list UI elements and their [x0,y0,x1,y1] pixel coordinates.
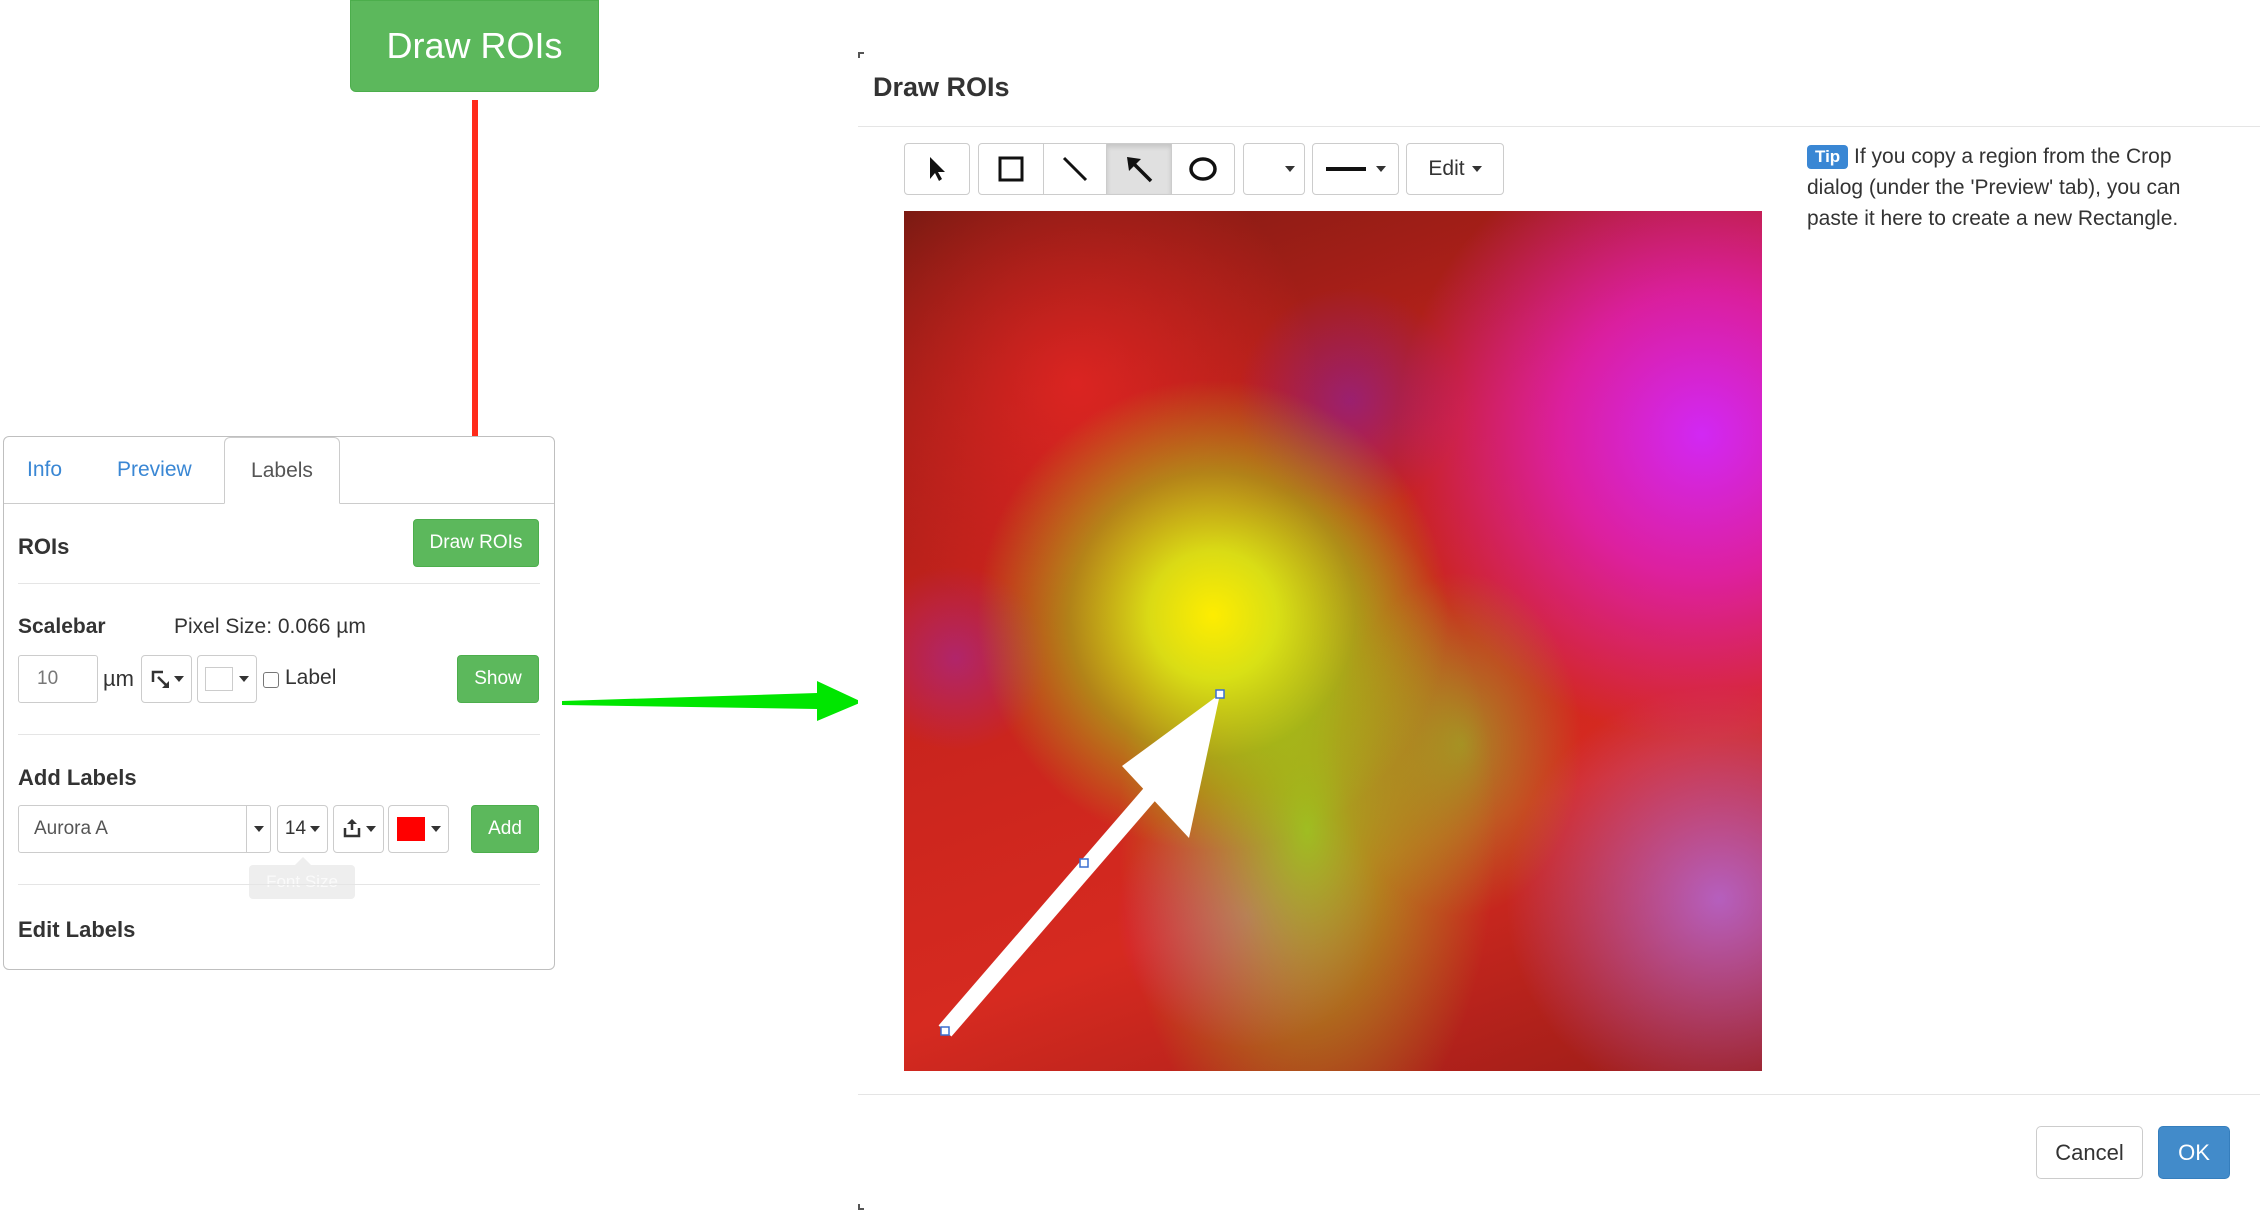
rectangle-icon [998,156,1024,182]
arrow-icon [1127,157,1153,183]
position-icon [343,819,361,838]
roi-handle-mid[interactable] [1079,858,1089,868]
tab-info-label: Info [27,458,63,481]
scalebar-unit: µm [103,666,135,691]
draw-rois-button[interactable]: Draw ROIs [413,519,539,567]
add-label-button-label: Add [488,818,522,839]
scalebar-label-checkbox[interactable] [263,672,279,688]
ok-button[interactable]: OK [2158,1126,2230,1179]
label-text-value: Aurora A [34,818,108,839]
label-color-dropdown[interactable] [388,805,449,853]
line-width-icon [1325,167,1366,171]
dialog-corner-tl [858,52,864,58]
edit-dropdown-label: Edit [1428,157,1465,180]
font-size-tooltip: Font Size [249,865,355,899]
line-tool-button[interactable] [1043,143,1107,195]
dialog-header-divider [858,126,2260,127]
ellipse-tool-button[interactable] [1171,143,1235,195]
roi-handle-end[interactable] [1215,689,1225,699]
rois-heading: ROIs [18,534,70,559]
scalebar-show-button[interactable]: Show [457,655,539,703]
scalebar-show-button-label: Show [474,668,522,689]
tip-message: If you copy a region from the Crop dialo… [1807,145,2181,230]
scalebar-position-dropdown[interactable] [141,655,192,703]
roi-handle-start[interactable] [940,1026,950,1036]
arrow-roi[interactable] [904,211,1762,1071]
font-size-value: 14 [284,818,307,839]
cancel-button[interactable]: Cancel [2036,1126,2143,1179]
draw-rois-button-large-label: Draw ROIs [386,25,563,66]
caret-icon [1471,166,1482,172]
pointer-icon [930,157,945,181]
edit-labels-heading: Edit Labels [18,917,136,942]
scalebar-color-dropdown[interactable] [197,655,257,703]
divider [18,734,540,735]
green-annotation-arrow [562,681,862,721]
scalebar-heading: Scalebar [18,615,106,638]
tab-preview[interactable]: Preview [117,437,192,503]
tab-preview-label: Preview [117,458,192,481]
scalebar-color-swatch [205,667,233,691]
labels-panel: Info Preview Labels ROIs Draw ROIs Scale… [3,436,555,970]
scalebar-length-value: 10 [37,668,59,689]
cancel-button-label: Cancel [2055,1139,2124,1165]
dialog-corner-bl [858,1204,864,1210]
caret-icon [310,826,321,832]
edit-dropdown[interactable]: Edit [1406,143,1504,195]
scalebar-label-checkbox-text: Label [285,666,337,689]
tab-labels-label: Labels [251,458,313,482]
label-position-dropdown[interactable] [333,805,384,853]
divider [18,583,540,584]
tab-labels[interactable]: Labels [224,437,340,504]
rectangle-tool-button[interactable] [978,143,1044,195]
line-width-dropdown[interactable] [1312,143,1399,195]
add-label-button[interactable]: Add [471,805,539,853]
tooltip-pointer [295,857,311,865]
image-texture [904,211,1762,1071]
label-text-input[interactable]: Aurora A [18,805,247,853]
draw-rois-button-label: Draw ROIs [429,532,523,553]
line-icon [1062,156,1088,182]
draw-rois-button-large[interactable]: Draw ROIs [350,0,599,92]
ok-button-label: OK [2178,1139,2210,1165]
tab-info[interactable]: Info [27,437,62,503]
caret-icon [430,826,441,832]
font-size-tooltip-text: Font Size [266,872,338,891]
tip-text: Tip If you copy a region from the Crop d… [1807,141,2207,234]
tip-badge: Tip [1807,145,1849,169]
caret-icon [239,676,249,682]
divider [18,884,540,885]
scalebar-length-input[interactable]: 10 [18,655,98,703]
caret-icon [366,826,376,832]
caret-icon [174,676,184,682]
pixel-size-text: Pixel Size: 0.066 µm [174,615,366,638]
ellipse-icon [1189,157,1217,181]
dialog-footer-divider [858,1094,2260,1095]
position-icon [151,670,169,688]
label-color-swatch [396,817,425,841]
dialog-title: Draw ROIs [873,72,1010,102]
caret-icon [253,826,264,832]
arrow-tool-button[interactable] [1106,143,1172,195]
font-size-dropdown[interactable]: 14 [277,805,328,853]
select-tool-button[interactable] [904,143,970,195]
label-text-dropdown[interactable] [246,805,271,853]
add-labels-heading: Add Labels [18,765,137,790]
roi-image-canvas[interactable] [904,211,1762,1071]
color-dropdown[interactable] [1243,143,1305,195]
caret-icon [1375,166,1386,172]
caret-icon [1285,166,1295,172]
